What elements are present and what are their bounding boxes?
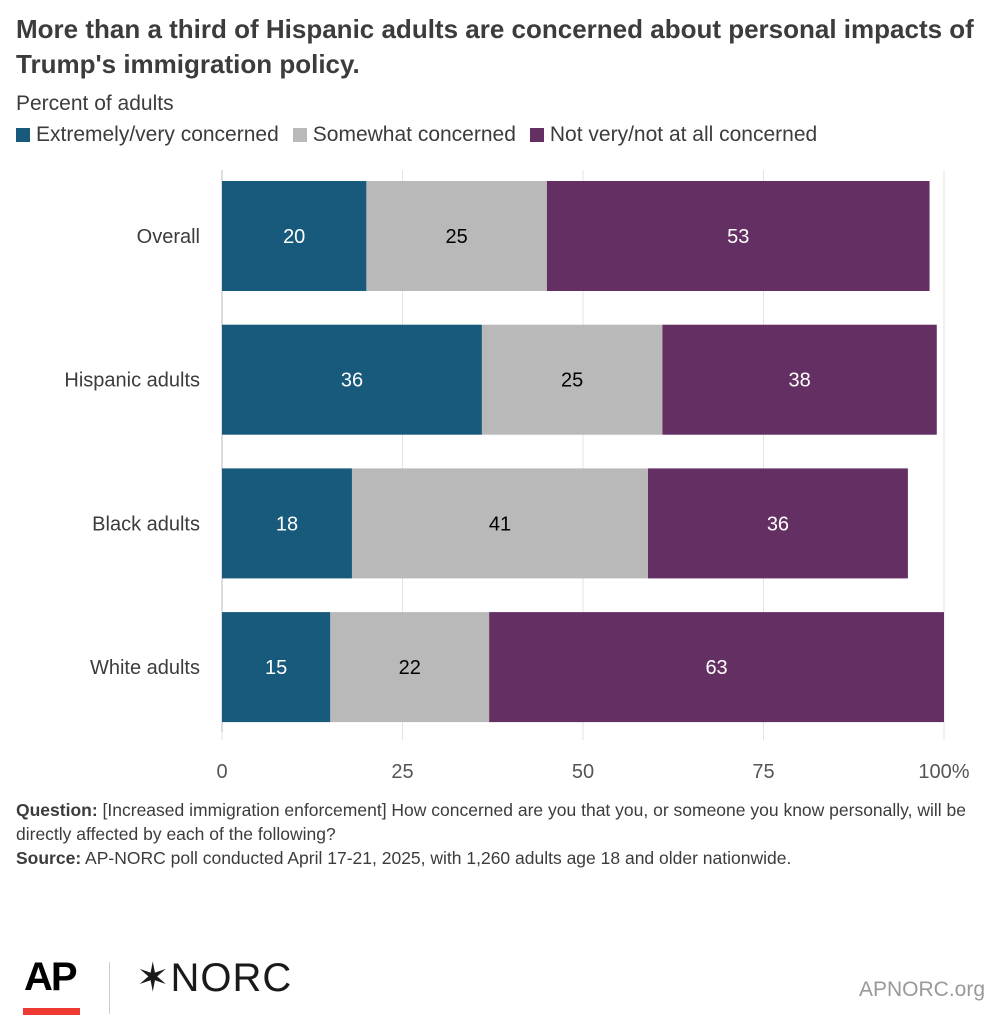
site-link[interactable]: APNORC.org xyxy=(858,978,985,1001)
bar-chart: 0 25 50 75 100% Overall 20 25 53 Hispanic adults 3… xyxy=(64,170,970,783)
category-label: Overall xyxy=(137,226,200,248)
legend-label: Somewhat concerned xyxy=(312,123,516,146)
source-note: Source: AP-NORC poll conducted April 17-… xyxy=(16,846,991,870)
legend: Extremely/very concerned Somewhat concer… xyxy=(16,123,817,147)
bar-segment xyxy=(351,468,648,579)
legend-item-not-very: Not very/not at all concerned xyxy=(529,123,818,147)
data-label: 63 xyxy=(705,657,727,679)
data-label: 18 xyxy=(276,513,298,535)
x-tick-label: 25 xyxy=(391,761,413,783)
question-label: Question: xyxy=(16,800,98,820)
bar-segment xyxy=(222,324,482,435)
category-label: Black adults xyxy=(92,513,200,535)
data-label: 53 xyxy=(727,226,749,248)
legend-swatch xyxy=(529,128,544,142)
legend-label: Extremely/very concerned xyxy=(36,123,279,146)
data-label: 36 xyxy=(767,513,789,535)
x-tick-label: 0 xyxy=(216,761,227,783)
legend-item-somewhat: Somewhat concerned xyxy=(292,123,516,147)
bar-segment xyxy=(481,324,663,435)
category-label: White adults xyxy=(90,657,200,679)
x-tick-label: 100% xyxy=(918,761,969,783)
norc-logo: ✶NORC xyxy=(136,955,292,1001)
legend-item-extremely: Extremely/very concerned xyxy=(16,123,279,147)
bar-segment xyxy=(330,612,490,723)
data-label: 25 xyxy=(561,370,583,392)
data-label: 25 xyxy=(446,226,468,248)
bar-segment xyxy=(662,324,937,435)
category-label: Hispanic adults xyxy=(64,370,200,392)
legend-swatch xyxy=(16,128,30,142)
data-label: 41 xyxy=(489,513,511,535)
bar-segment xyxy=(489,612,944,723)
bar-segment xyxy=(366,181,547,291)
question-text: [Increased immigration enforcement] How … xyxy=(16,800,966,844)
data-label: 36 xyxy=(341,370,363,392)
ap-logo: AP xyxy=(24,955,78,999)
bar-segment xyxy=(222,468,352,579)
x-tick-label: 50 xyxy=(572,761,594,783)
source-label: Source: xyxy=(16,848,82,868)
data-label: 22 xyxy=(399,657,421,679)
legend-swatch xyxy=(292,128,307,142)
bar-segment xyxy=(546,181,930,291)
logo-divider xyxy=(109,962,110,1014)
bar-segment xyxy=(222,612,331,723)
source-text: AP-NORC poll conducted April 17-21, 2025… xyxy=(81,848,792,868)
legend-label: Not very/not at all concerned xyxy=(549,123,818,146)
norc-logo-text: NORC xyxy=(170,956,293,1000)
norc-star-icon: ✶ xyxy=(136,956,171,1000)
ap-logo-bar xyxy=(23,1008,80,1015)
x-tick-label: 75 xyxy=(752,761,774,783)
question-note: Question: [Increased immigration enforce… xyxy=(16,798,991,846)
bar-segment xyxy=(222,181,367,291)
bar-segment xyxy=(647,468,908,579)
data-label: 38 xyxy=(788,370,810,392)
data-label: 20 xyxy=(283,226,305,248)
data-label: 15 xyxy=(265,657,287,679)
notes: Question: [Increased immigration enforce… xyxy=(16,798,991,870)
chart-subtitle: Percent of adults xyxy=(16,92,174,115)
chart-title: More than a third of Hispanic adults are… xyxy=(16,14,974,79)
